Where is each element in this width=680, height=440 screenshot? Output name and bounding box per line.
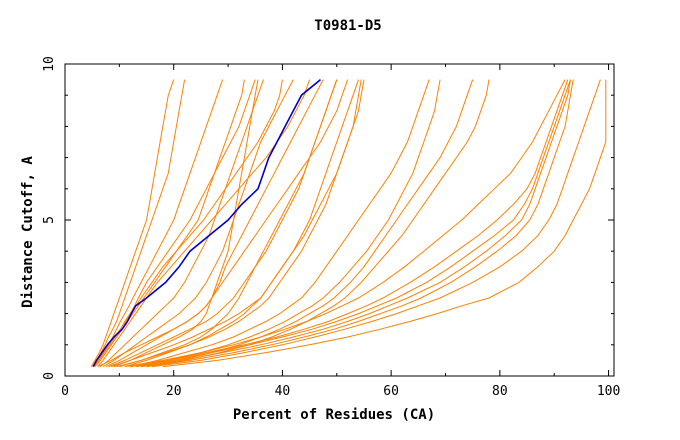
series-line-7	[94, 79, 245, 367]
series-line-3	[92, 79, 224, 367]
series-line-28	[162, 79, 607, 368]
highlight-layer	[92, 78, 322, 367]
series-line-24	[135, 79, 571, 368]
series-line-16	[116, 79, 362, 368]
x-tick-label: 100	[597, 384, 620, 399]
x-tick-label: 40	[275, 384, 291, 399]
series-layer	[90, 79, 607, 368]
series-line-19	[135, 79, 441, 368]
series-line-17	[111, 79, 365, 368]
axis-layer: 0 20 40 60 80 100 0 5 10	[42, 56, 620, 399]
series-line-12	[105, 79, 324, 368]
highlight-series-line	[92, 78, 322, 367]
series-line-11	[113, 79, 259, 368]
series-line-1	[90, 79, 175, 367]
series-line-25	[141, 79, 571, 368]
plot-frame	[64, 63, 615, 377]
series-line-23	[130, 79, 569, 368]
x-tick-label: 80	[492, 384, 508, 399]
series-line-22	[124, 79, 566, 368]
x-tick-label: 0	[61, 384, 69, 399]
series-line-26	[146, 79, 574, 368]
series-line-21	[146, 79, 490, 368]
y-tick-label: 0	[42, 372, 57, 380]
x-axis-label: Percent of Residues (CA)	[233, 407, 435, 423]
y-axis-label: Distance Cutoff, A	[20, 156, 36, 308]
series-line-8	[99, 79, 264, 367]
series-line-18	[130, 79, 430, 368]
series-line-13	[97, 79, 349, 368]
series-line-2	[91, 79, 186, 367]
chart-title: T0981-D5	[314, 18, 381, 34]
x-tick-label: 20	[166, 384, 182, 399]
series-line-5	[93, 79, 283, 367]
y-tick-label: 5	[42, 216, 57, 224]
series-line-20	[141, 79, 474, 368]
y-tick-label: 10	[42, 56, 57, 72]
series-line-14	[119, 79, 338, 368]
series-line-27	[151, 79, 601, 368]
series-line-9	[102, 79, 294, 368]
x-tick-label: 60	[383, 384, 399, 399]
